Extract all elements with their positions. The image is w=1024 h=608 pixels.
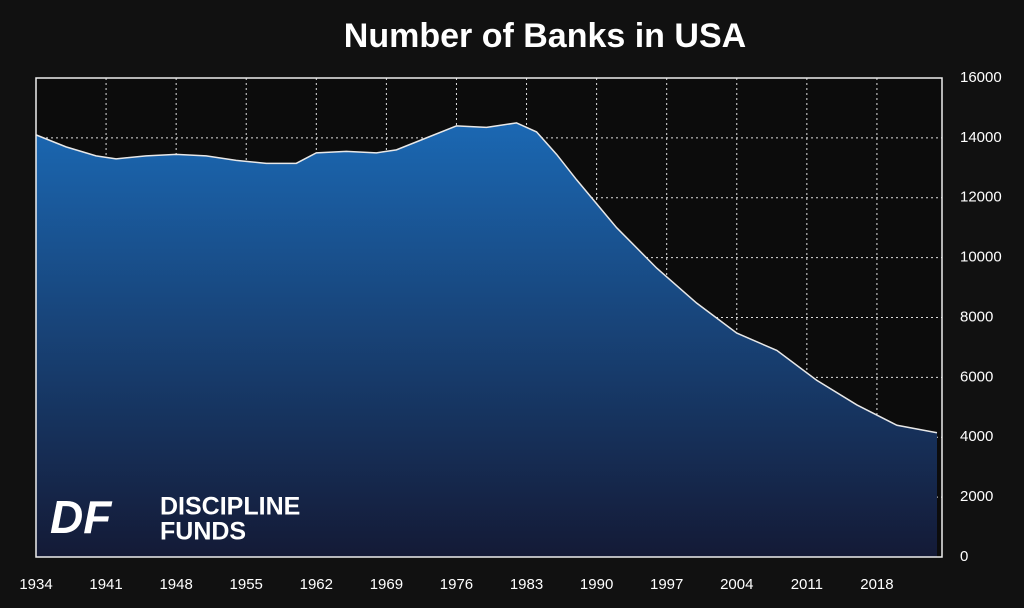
x-tick-label: 1969 xyxy=(370,576,403,593)
plot: 0 2000 4000 6000 8000 10000 12000 14000 16000 193… xyxy=(19,69,1001,593)
x-tick-label: 1962 xyxy=(300,576,333,593)
y-tick-label: 10000 xyxy=(960,249,1002,266)
x-tick-label: 2011 xyxy=(791,576,823,593)
logo-mark: DF xyxy=(50,491,113,543)
x-tick-label: 1983 xyxy=(510,576,543,593)
y-tick-label: 12000 xyxy=(960,189,1002,206)
x-tick-label: 1941 xyxy=(89,576,122,593)
logo-line: DISCIPLINE xyxy=(160,493,300,521)
y-tick-label: 4000 xyxy=(960,428,993,445)
y-tick-label: 6000 xyxy=(960,368,993,385)
area xyxy=(36,122,937,557)
y-tick-label: 0 xyxy=(960,548,968,565)
y-tick-label: 2000 xyxy=(960,488,993,505)
x-tick-label: 1948 xyxy=(159,576,192,593)
x-tick-label: 1990 xyxy=(580,576,613,593)
x-tick-label: 1997 xyxy=(650,576,683,593)
area-line xyxy=(35,122,938,434)
chart-title: Number of Banks in USA xyxy=(344,17,746,55)
y-tick-label: 16000 xyxy=(960,69,1002,86)
logo-line: FUNDS xyxy=(160,518,246,546)
logo: DF DISCIPLINE FUNDS xyxy=(50,491,300,545)
x-tick-label: 1976 xyxy=(440,576,473,593)
plot-border xyxy=(35,77,943,558)
y-tick-label: 8000 xyxy=(960,308,993,325)
x-tick-label: 2004 xyxy=(720,576,753,593)
x-tick-label: 1955 xyxy=(230,576,263,593)
x-tick-label: 2018 xyxy=(860,576,893,593)
y-tick-label: 14000 xyxy=(960,129,1002,146)
x-tick-label: 1934 xyxy=(19,576,52,593)
